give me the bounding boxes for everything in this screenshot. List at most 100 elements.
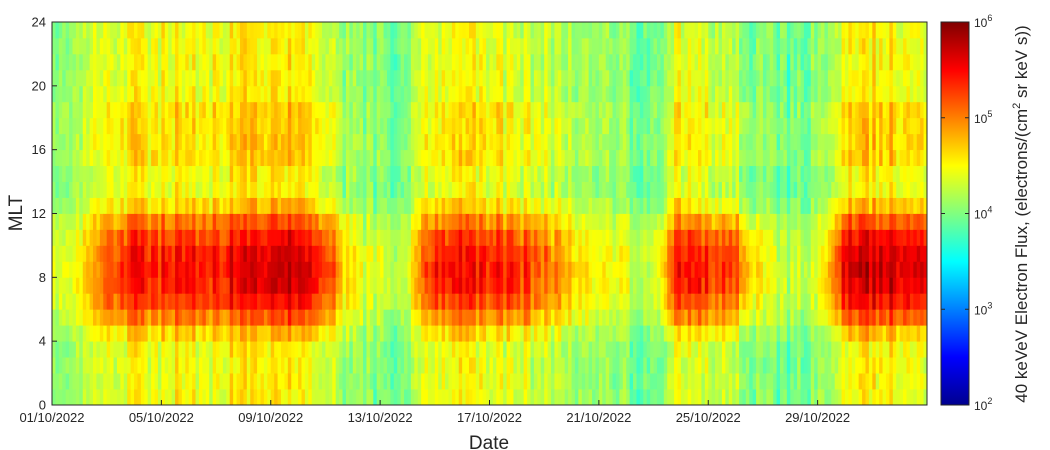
- heatmap-cell: [281, 165, 285, 182]
- heatmap-cell: [595, 53, 600, 71]
- heatmap-cell: [691, 22, 695, 39]
- heatmap-cell: [192, 245, 196, 262]
- heatmap-cell: [568, 165, 572, 182]
- heatmap-cell: [732, 69, 736, 87]
- heatmap-cell: [448, 149, 453, 167]
- heatmap-cell: [633, 341, 637, 358]
- heatmap-cell: [315, 213, 319, 230]
- heatmap-cell: [147, 165, 152, 182]
- heatmap-cell: [677, 165, 682, 182]
- heatmap-cell: [243, 53, 248, 71]
- heatmap-cell: [356, 373, 361, 390]
- heatmap-cell: [510, 309, 514, 326]
- heatmap-cell: [711, 277, 716, 294]
- heatmap-cell: [735, 22, 740, 39]
- heatmap-cell: [188, 165, 193, 182]
- heatmap-cell: [414, 53, 419, 71]
- heatmap-cell: [756, 37, 760, 55]
- heatmap-cell: [557, 277, 562, 294]
- heatmap-cell: [205, 357, 210, 374]
- heatmap-cell: [339, 85, 343, 103]
- heatmap-cell: [65, 149, 70, 167]
- heatmap-cell: [376, 261, 381, 278]
- heatmap-cell: [715, 181, 719, 198]
- heatmap-cell: [270, 293, 275, 310]
- heatmap-cell: [154, 149, 159, 167]
- heatmap-cell: [260, 165, 265, 182]
- heatmap-cell: [629, 85, 634, 103]
- heatmap-cell: [246, 85, 251, 103]
- heatmap-cell: [414, 69, 419, 87]
- heatmap-cell: [246, 373, 251, 390]
- heatmap-cell: [489, 293, 494, 310]
- heatmap-cell: [164, 165, 169, 182]
- heatmap-cell: [69, 213, 73, 230]
- heatmap-cell: [510, 277, 514, 294]
- heatmap-cell: [52, 389, 56, 406]
- heatmap-cell: [547, 325, 552, 342]
- heatmap-cell: [687, 22, 692, 39]
- heatmap-cell: [161, 53, 166, 71]
- heatmap-cell: [369, 165, 374, 182]
- heatmap-cell: [725, 149, 730, 167]
- heatmap-cell: [585, 22, 590, 39]
- heatmap-cell: [691, 325, 695, 342]
- heatmap-cell: [93, 22, 97, 39]
- heatmap-cell: [745, 325, 750, 342]
- heatmap-cell: [537, 37, 542, 55]
- heatmap-cell: [721, 277, 726, 294]
- heatmap-cell: [465, 69, 470, 87]
- heatmap-cell: [451, 309, 456, 326]
- heatmap-cell: [137, 357, 142, 374]
- heatmap-cell: [585, 197, 590, 214]
- heatmap-cell: [527, 117, 531, 135]
- heatmap-cell: [530, 389, 535, 406]
- heatmap-cell: [691, 261, 695, 278]
- heatmap-cell: [568, 22, 572, 39]
- heatmap-cell: [130, 101, 135, 119]
- heatmap-cell: [116, 22, 121, 39]
- heatmap-cell: [356, 69, 361, 87]
- heatmap-cell: [441, 293, 446, 310]
- heatmap-cell: [557, 69, 562, 87]
- heatmap-cell: [684, 245, 689, 262]
- heatmap-cell: [110, 37, 114, 55]
- heatmap-cell: [397, 341, 402, 358]
- heatmap-cell: [181, 101, 186, 119]
- heatmap-cell: [564, 213, 569, 230]
- heatmap-cell: [431, 373, 436, 390]
- heatmap-cell: [451, 101, 456, 119]
- heatmap-cell: [168, 389, 173, 406]
- heatmap-cell: [527, 277, 531, 294]
- heatmap-cell: [140, 133, 145, 151]
- heatmap-cell: [229, 69, 234, 87]
- heatmap-cell: [715, 197, 719, 214]
- heatmap-cell: [427, 357, 432, 374]
- heatmap-cell: [332, 69, 337, 87]
- heatmap-cell: [708, 261, 713, 278]
- heatmap-cell: [202, 293, 207, 310]
- heatmap-cell: [698, 213, 702, 230]
- heatmap-cell: [503, 277, 507, 294]
- heatmap-cell: [499, 309, 504, 326]
- heatmap-cell: [260, 133, 265, 151]
- heatmap-cell: [414, 325, 419, 342]
- heatmap-cell: [147, 293, 152, 310]
- heatmap-cell: [441, 22, 446, 39]
- heatmap-cell: [322, 133, 326, 151]
- heatmap-cell: [120, 85, 125, 103]
- heatmap-cell: [304, 229, 309, 246]
- heatmap-cell: [708, 181, 713, 198]
- heatmap-cell: [554, 101, 559, 119]
- heatmap-cell: [270, 309, 275, 326]
- heatmap-cell: [434, 325, 439, 342]
- heatmap-cell: [277, 117, 282, 135]
- heatmap-cell: [496, 389, 501, 406]
- heatmap-cell: [147, 149, 152, 167]
- heatmap-cell: [605, 309, 610, 326]
- heatmap-cell: [458, 293, 463, 310]
- heatmap-cell: [99, 85, 104, 103]
- heatmap-cell: [137, 69, 142, 87]
- heatmap-cell: [400, 69, 405, 87]
- heatmap-cell: [205, 181, 210, 198]
